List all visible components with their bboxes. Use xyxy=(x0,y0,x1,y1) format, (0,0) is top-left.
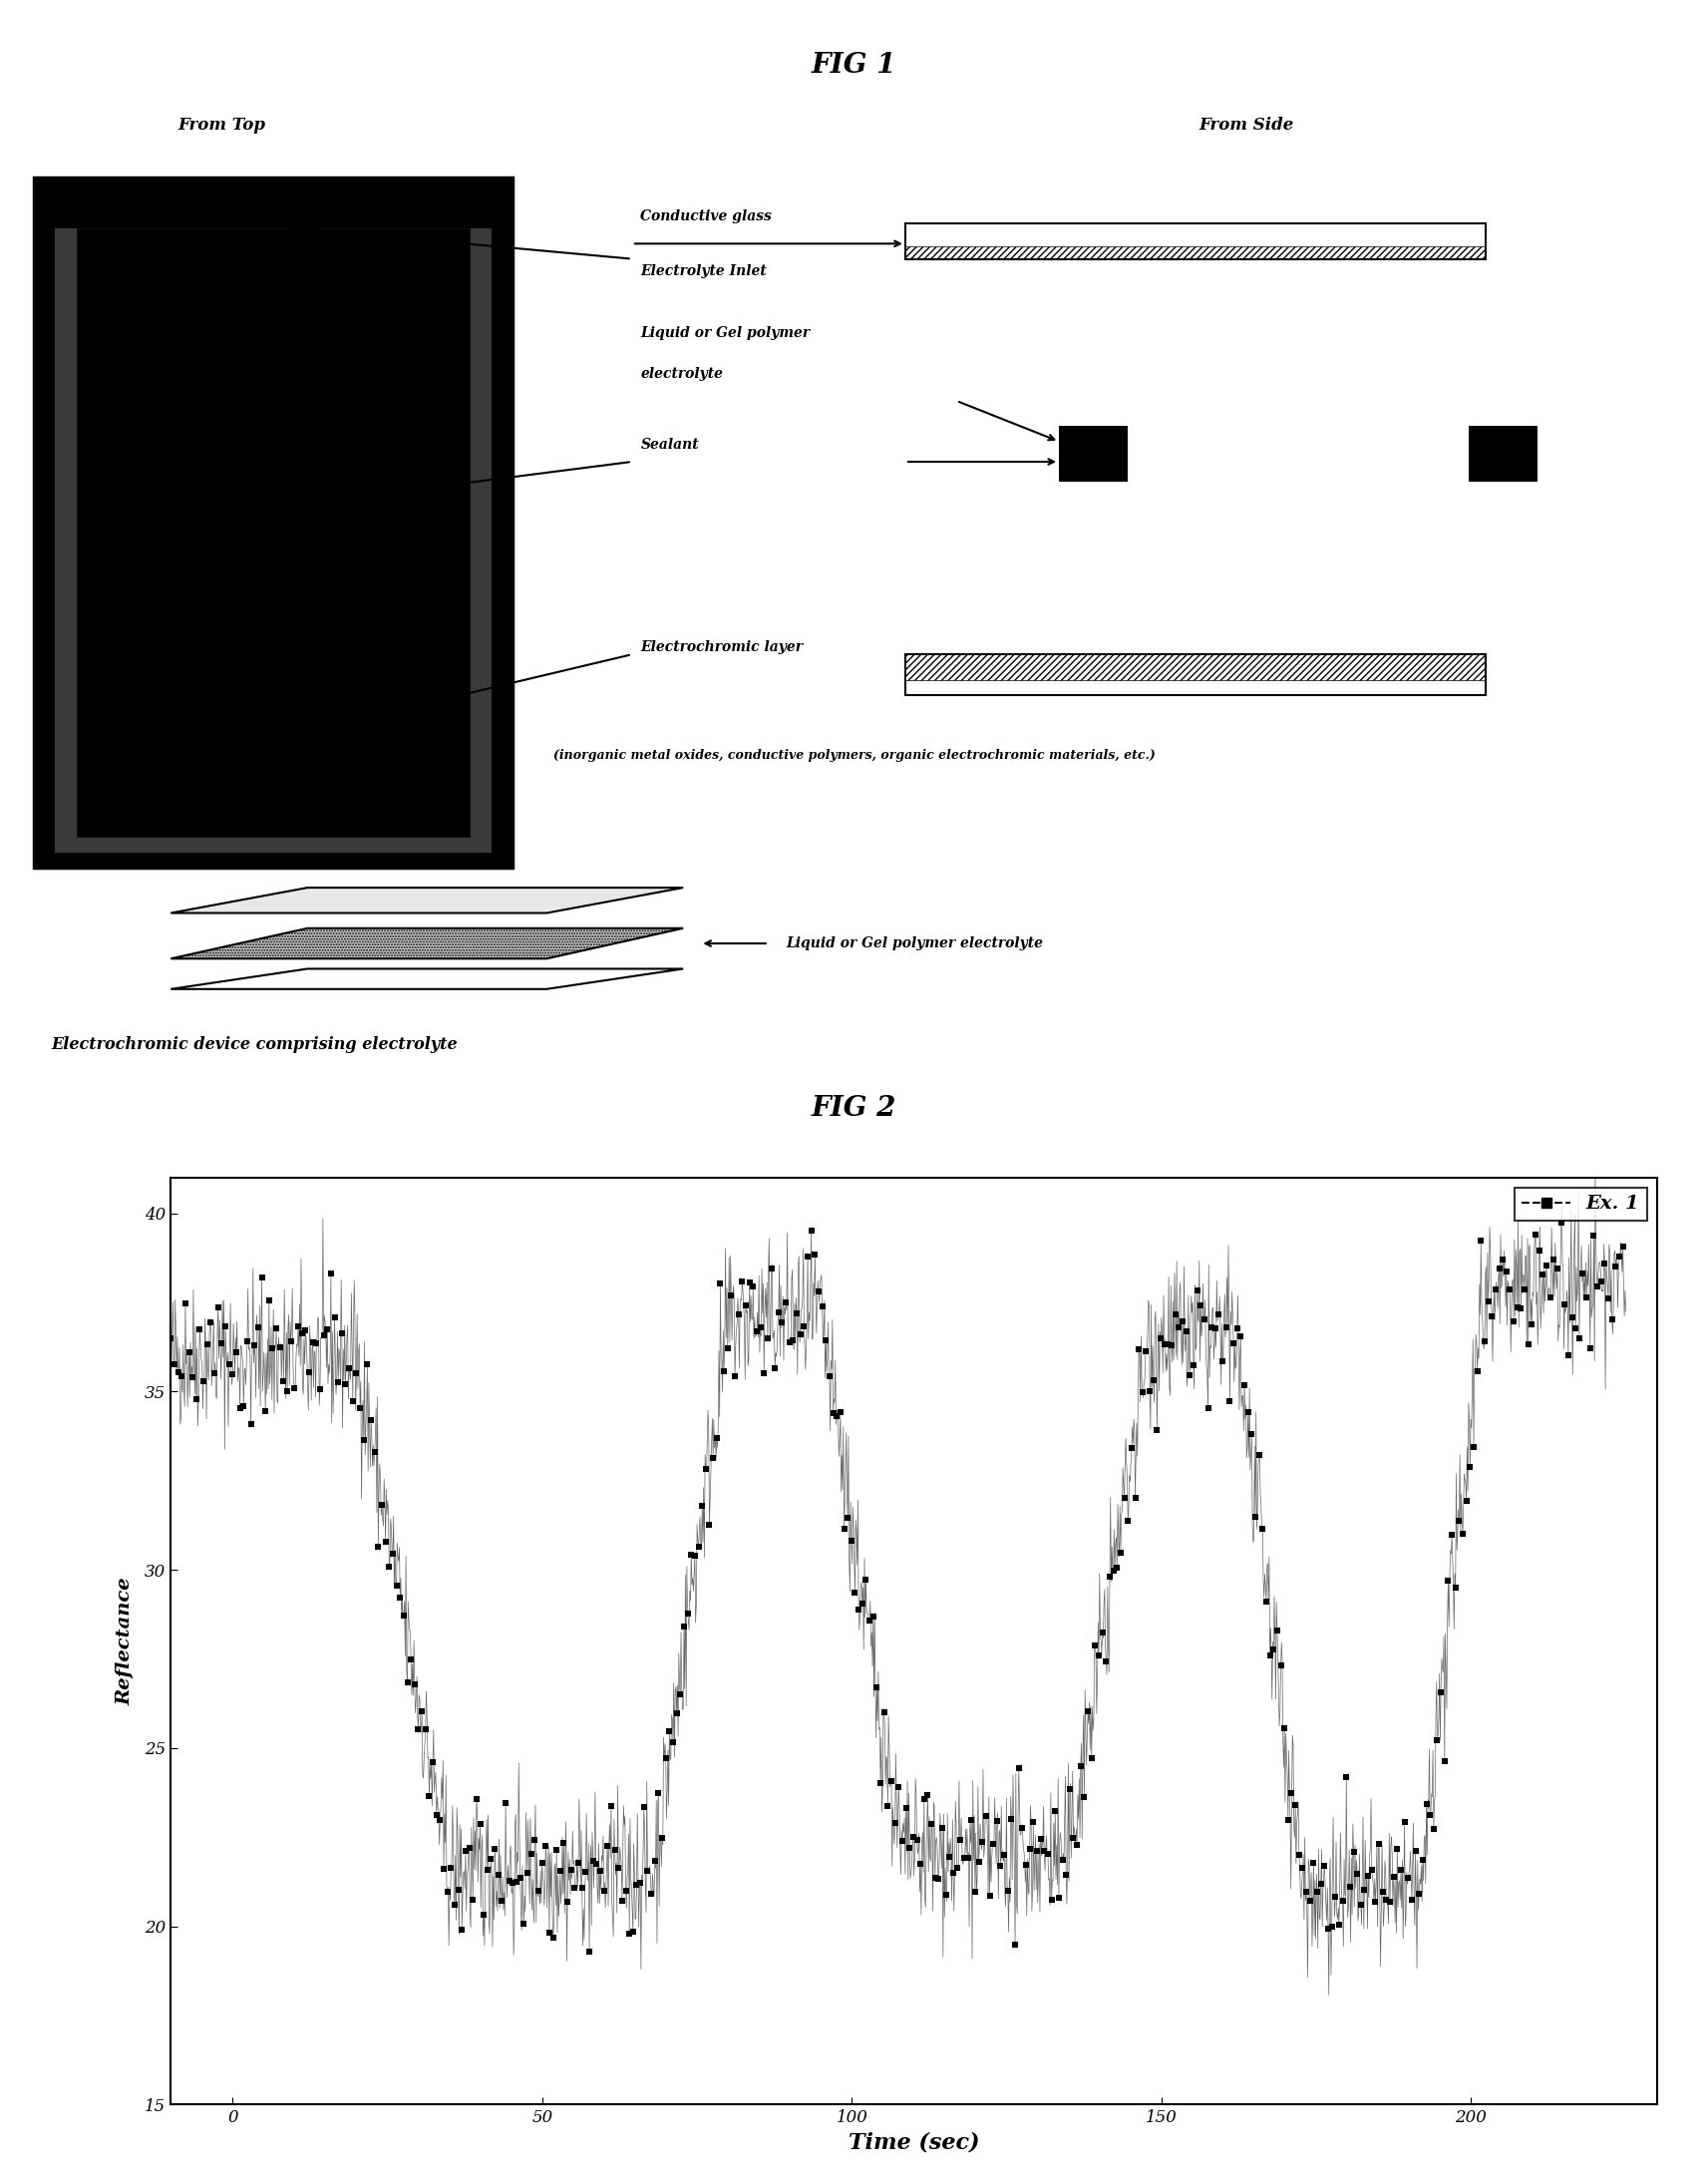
Text: Electrochromic layer: Electrochromic layer xyxy=(640,641,803,654)
Text: Liquid or Gel polymer electrolyte: Liquid or Gel polymer electrolyte xyxy=(786,936,1044,951)
Bar xyxy=(55,192,492,229)
Bar xyxy=(34,177,512,868)
Y-axis label: Reflectance: Reflectance xyxy=(116,1577,133,1706)
Text: From Top: From Top xyxy=(178,118,266,133)
Text: (inorganic metal oxides, conductive polymers, organic electrochromic materials, : (inorganic metal oxides, conductive poly… xyxy=(553,750,1155,763)
Text: FIG 1: FIG 1 xyxy=(811,52,897,79)
Bar xyxy=(905,222,1486,260)
Bar xyxy=(905,654,1486,696)
Text: Sealant: Sealant xyxy=(640,438,699,451)
Text: Conductive glass: Conductive glass xyxy=(640,209,772,222)
Bar xyxy=(905,246,1486,260)
Polygon shape xyxy=(171,929,683,960)
Bar xyxy=(77,229,470,838)
Bar xyxy=(905,654,1486,680)
X-axis label: Time (sec): Time (sec) xyxy=(849,2133,979,2155)
Bar xyxy=(55,192,492,853)
Bar xyxy=(77,229,470,838)
Bar xyxy=(1469,425,1537,482)
Polygon shape xyxy=(171,888,683,914)
Text: FIG 2: FIG 2 xyxy=(811,1095,897,1121)
Text: Liquid or Gel polymer: Liquid or Gel polymer xyxy=(640,325,810,340)
Text: Electrolyte Inlet: Electrolyte Inlet xyxy=(640,264,767,277)
Text: Electrochromic device comprising electrolyte: Electrochromic device comprising electro… xyxy=(51,1036,458,1053)
Polygon shape xyxy=(171,968,683,990)
Bar xyxy=(1059,425,1127,482)
Text: From Side: From Side xyxy=(1199,118,1295,133)
Legend: Ex. 1: Ex. 1 xyxy=(1513,1186,1647,1221)
Text: electrolyte: electrolyte xyxy=(640,366,722,379)
